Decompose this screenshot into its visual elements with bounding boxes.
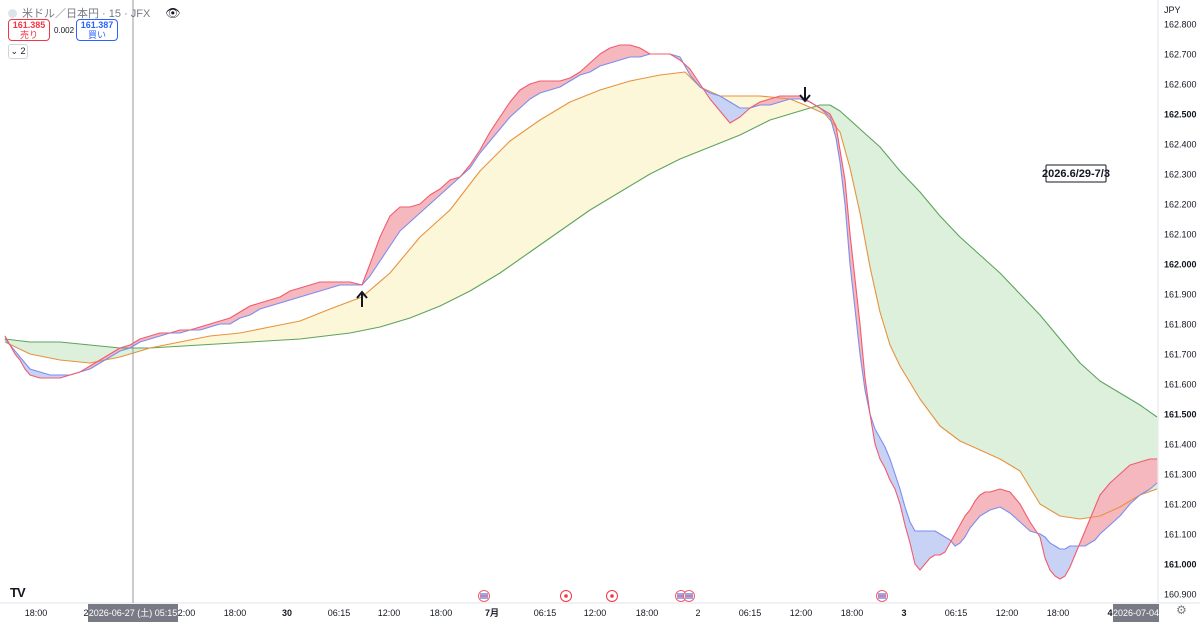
symbol-header: 米ドル／日本円 · 15 · JFX 👁	[8, 5, 181, 21]
chevron-down-icon: ⌄	[10, 46, 18, 56]
currency-label: JPY	[1164, 5, 1181, 15]
y-tick-label: 162.800	[1164, 20, 1197, 30]
x-tick-label: 18:00	[430, 608, 453, 618]
x-tick-label: 06:15	[534, 608, 557, 618]
x-tick-label: 18:00	[1047, 608, 1070, 618]
y-tick-label: 162.300	[1164, 170, 1197, 180]
globe-icon	[8, 8, 17, 18]
sell-button[interactable]: 161.385 売り	[8, 19, 50, 41]
crosshair-label-bg	[88, 604, 178, 622]
y-tick-label: 161.600	[1164, 380, 1197, 390]
buy-price: 161.387	[80, 20, 114, 30]
x-tick-label: 06:15	[945, 608, 968, 618]
x-tick-label: 12:00	[173, 608, 196, 618]
buy-button[interactable]: 161.387 買い	[76, 19, 118, 41]
x-tick-label: 18:00	[636, 608, 659, 618]
y-tick-label: 161.300	[1164, 470, 1197, 480]
y-tick-label: 162.000	[1164, 260, 1197, 270]
y-tick-label: 161.400	[1164, 440, 1197, 450]
annotation-box	[1045, 164, 1107, 183]
y-tick-label: 162.200	[1164, 200, 1197, 210]
x-tick-label: 4	[1107, 608, 1112, 618]
cloud-fills	[4, 44, 1158, 580]
annotation-label: 2026.6/29-7/3	[1042, 168, 1110, 180]
x-tick-label: 12:00	[996, 608, 1019, 618]
buy-label: 買い	[87, 29, 106, 40]
x-tick-label: 12:00	[790, 608, 813, 618]
y-tick-label: 162.600	[1164, 80, 1197, 90]
event-dot-center	[610, 594, 614, 598]
x-tick-label: 12:00	[378, 608, 401, 618]
sell-price: 161.385	[12, 20, 46, 30]
sell-label: 売り	[19, 29, 38, 40]
x-tick-label: 18:00	[841, 608, 864, 618]
indicators-toggle[interactable]: ⌄ 2	[8, 44, 28, 59]
y-tick-label: 161.000	[1164, 560, 1197, 570]
y-tick-label: 162.100	[1164, 230, 1197, 240]
green-series-line	[4, 104, 1158, 418]
x-tick-label: 18:00	[224, 608, 247, 618]
y-tick-label: 161.900	[1164, 290, 1197, 300]
band-cloud-slice	[1155, 458, 1158, 485]
x-tick-label: 18:00	[25, 608, 48, 618]
y-tick-label: 161.500	[1164, 410, 1197, 420]
x-tick-label: 06:15	[328, 608, 351, 618]
arrow-down-icon	[799, 87, 811, 103]
x-tick-label: 06:15	[739, 608, 762, 618]
eye-icon[interactable]: 👁	[165, 6, 181, 20]
y-tick-label: 160.900	[1164, 590, 1197, 600]
x-tick-label: 7月	[485, 608, 499, 618]
spread-value: 0.002	[54, 26, 75, 35]
y-tick-label: 161.200	[1164, 500, 1197, 510]
y-tick-label: 161.800	[1164, 320, 1197, 330]
last-date-label-bg	[1113, 604, 1159, 622]
tradingview-logo[interactable]: TV	[10, 585, 26, 600]
series-lines	[4, 44, 1158, 580]
red-series-line	[4, 44, 1157, 580]
crosshair-label: 2026-06-27 (土) 05:15	[89, 607, 178, 618]
x-tick-label: 2	[83, 608, 88, 618]
y-tick-label: 162.500	[1164, 110, 1197, 120]
y-tick-label: 161.100	[1164, 530, 1197, 540]
y-tick-label: 162.400	[1164, 140, 1197, 150]
indicator-count: 2	[20, 46, 26, 56]
event-dot-center	[564, 594, 568, 598]
x-tick-label: 2	[695, 608, 700, 618]
x-tick-label: 30	[282, 608, 292, 618]
last-date-label: 2026-07-04	[1113, 608, 1159, 618]
y-tick-label: 161.700	[1164, 350, 1197, 360]
gear-icon[interactable]: ⚙	[1176, 603, 1187, 617]
y-tick-label: 162.700	[1164, 50, 1197, 60]
symbol-title[interactable]: 米ドル／日本円 · 15 · JFX	[22, 8, 151, 20]
markers: 2026.6/29-7/3	[356, 87, 1110, 602]
blue-series-line	[4, 53, 1158, 550]
arrow-up-icon	[356, 290, 368, 307]
x-tick-label: 3	[901, 608, 906, 618]
x-tick-label: 12:00	[584, 608, 607, 618]
